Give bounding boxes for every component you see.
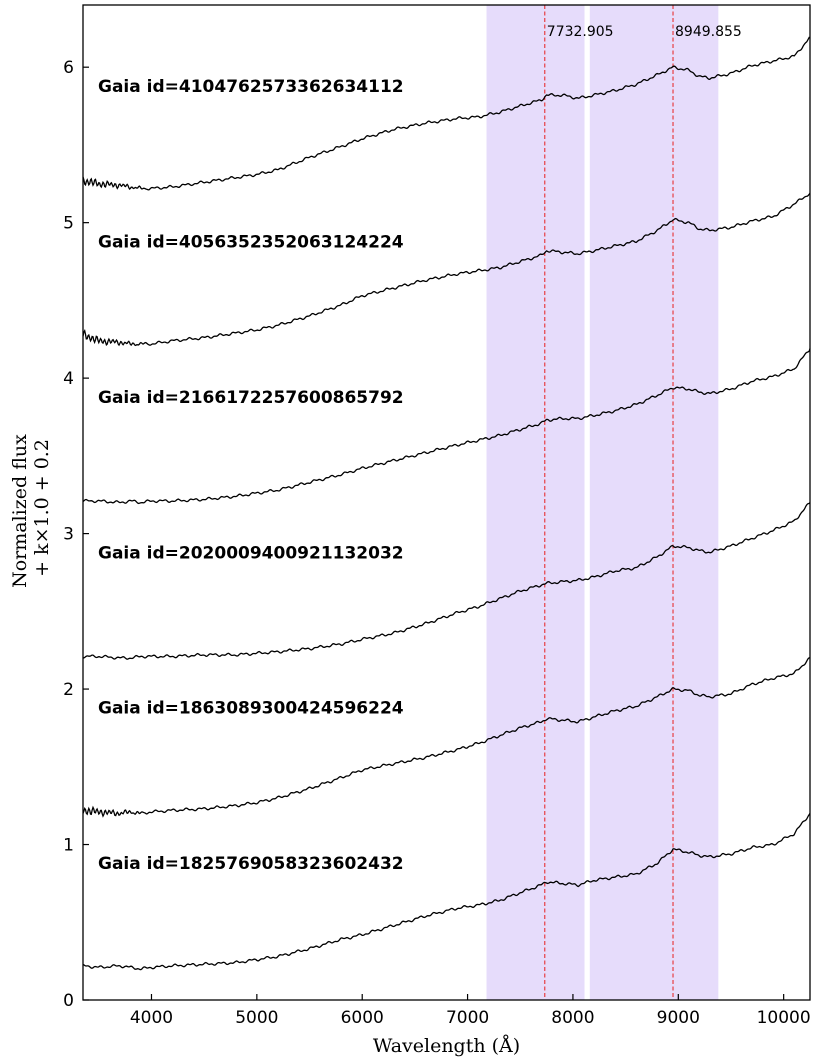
y-axis-title-line-2: + k×1.0 + 0.2 (31, 439, 53, 577)
x-tick-label-7: 10000 (757, 1008, 811, 1028)
x-axis-title: Wavelength (Å) (373, 1035, 520, 1057)
x-tick-label-2: 5000 (235, 1008, 278, 1028)
series-label-6: Gaia id=4104762573362634112 (98, 77, 404, 97)
x-tick-label-6: 9000 (657, 1008, 700, 1028)
shaded-band-2 (589, 5, 719, 1000)
series-labels: Gaia id=1825769058323602432 Gaia id=18630… (98, 77, 404, 874)
shaded-band-1 (486, 5, 585, 1000)
y-tick-label-4: 3 (63, 525, 74, 545)
spectrum-line-4 (82, 348, 811, 505)
series-label-2: Gaia id=1863089300424596224 (98, 699, 404, 719)
y-axis-title: Normalized flux + k×1.0 + 0.2 (9, 428, 53, 588)
y-tick-label-7: 6 (63, 58, 74, 78)
series-label-1: Gaia id=1825769058323602432 (98, 854, 404, 874)
plot-frame (82, 4, 811, 1001)
series-label-4: Gaia id=2166172257600865792 (98, 388, 404, 408)
reference-line-label-1: 7732.905 (547, 24, 614, 40)
spectrum-line-5 (82, 192, 811, 347)
spectra-lines (82, 36, 811, 971)
y-axis-title-line-1: Normalized flux (9, 434, 31, 588)
x-tick-label-4: 7000 (446, 1008, 489, 1028)
reference-lines: 7732.905 8949.855 (544, 5, 742, 1000)
x-tick-label-5: 8000 (551, 1008, 594, 1028)
spectrum-line-1 (82, 813, 811, 971)
y-tick-label-5: 4 (63, 369, 74, 389)
reference-line-label-2: 8949.855 (675, 24, 742, 40)
spectrum-line-6 (82, 36, 811, 191)
shaded-bands (486, 5, 719, 1000)
series-label-5: Gaia id=4056352352063124224 (98, 232, 404, 252)
y-tick-label-3: 2 (63, 680, 74, 700)
y-tick-label-1: 0 (63, 991, 74, 1011)
axis-ticks: 4000 5000 6000 7000 8000 9000 10000 0 1 2 3 4 5 6 (63, 58, 811, 1028)
spectrum-line-3 (82, 502, 811, 660)
series-label-3: Gaia id=2020009400921132032 (98, 543, 404, 563)
spectrum-line-2 (82, 657, 811, 818)
y-tick-label-2: 1 (63, 836, 74, 856)
x-tick-label-3: 6000 (341, 1008, 384, 1028)
y-tick-label-6: 5 (63, 214, 74, 234)
x-tick-label-1: 4000 (130, 1008, 173, 1028)
